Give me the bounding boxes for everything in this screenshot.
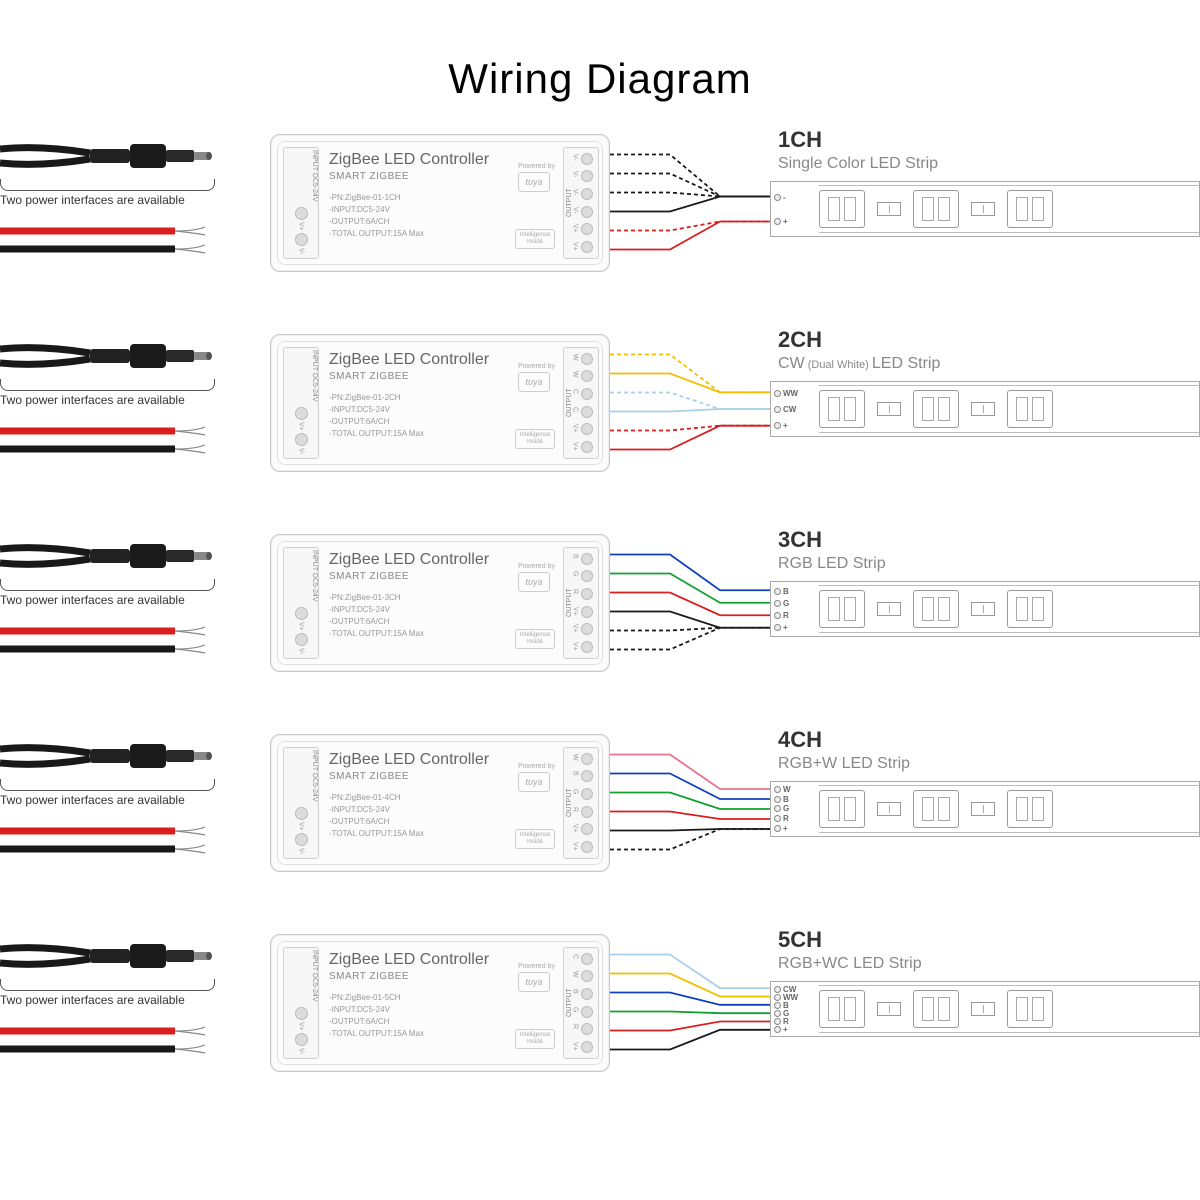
output-terminal: OUTPUT WBGRV+V+ [563, 747, 599, 859]
bracket [0, 779, 215, 791]
bracket [0, 379, 215, 391]
led-strip: 4CH RGB+W LED Strip WBGR+ [770, 733, 1200, 873]
tuya-badge: Powered bytuya [518, 963, 555, 992]
controller-title: ZigBee LED Controller [329, 151, 519, 169]
intelligence-badge: Intelligence Inside [515, 229, 555, 249]
tuya-badge: Powered bytuya [518, 763, 555, 792]
controller-subtitle: SMART ZIGBEE [329, 771, 519, 782]
bracket [0, 179, 215, 191]
barrel-jack [0, 341, 220, 371]
strip-body: BGR+ [770, 581, 1200, 637]
output-terminal: OUTPUT V-V-V-V-V+V+ [563, 147, 599, 259]
output-wires [610, 133, 770, 273]
led-strip: 5CH RGB+WC LED Strip CWWWBGR+ [770, 933, 1200, 1073]
power-label: Two power interfaces are available [0, 393, 185, 407]
output-wires [610, 733, 770, 873]
strip-subtitle: CW (Dual White) LED Strip [778, 355, 940, 373]
controller-subtitle: SMART ZIGBEE [329, 571, 519, 582]
strip-body: -+ [770, 181, 1200, 237]
input-terminal: INPUT DC5-24V V+ V- [283, 147, 319, 259]
strip-subtitle: Single Color LED Strip [778, 155, 938, 173]
controller-specs: -PN:ZigBee-01-4CH-INPUT:DC5-24V-OUTPUT:6… [329, 792, 519, 840]
controller: INPUT DC5-24V V+ V- ZigBee LED Controlle… [270, 534, 610, 672]
intelligence-badge: Intelligence Inside [515, 629, 555, 649]
strip-body: WWCW+ [770, 381, 1200, 437]
tuya-badge: Powered bytuya [518, 163, 555, 192]
input-terminal: INPUT DC5-24V V+ V- [283, 947, 319, 1059]
bare-wires [0, 425, 220, 465]
input-terminal: INPUT DC5-24V V+ V- [283, 347, 319, 459]
bare-wires [0, 225, 220, 265]
controller-subtitle: SMART ZIGBEE [329, 971, 519, 982]
barrel-jack [0, 541, 220, 571]
controller-specs: -PN:ZigBee-01-1CH-INPUT:DC5-24V-OUTPUT:6… [329, 192, 519, 240]
controller-specs: -PN:ZigBee-01-5CH-INPUT:DC5-24V-OUTPUT:6… [329, 992, 519, 1040]
power-label: Two power interfaces are available [0, 993, 185, 1007]
controller: INPUT DC5-24V V+ V- ZigBee LED Controlle… [270, 334, 610, 472]
controller-title: ZigBee LED Controller [329, 351, 519, 369]
strip-channel-title: 2CH [778, 327, 822, 353]
controller-title: ZigBee LED Controller [329, 951, 519, 969]
output-terminal: OUTPUT BGRV+V+V+ [563, 547, 599, 659]
input-terminal: INPUT DC5-24V V+ V- [283, 747, 319, 859]
controller-subtitle: SMART ZIGBEE [329, 171, 519, 182]
output-terminal: OUTPUT CWBGRV+ [563, 947, 599, 1059]
intelligence-badge: Intelligence Inside [515, 429, 555, 449]
diagram-row-2: Two power interfaces are available INPUT… [0, 333, 1200, 473]
strip-channel-title: 3CH [778, 527, 822, 553]
strip-channel-title: 5CH [778, 927, 822, 953]
controller-title: ZigBee LED Controller [329, 551, 519, 569]
controller: INPUT DC5-24V V+ V- ZigBee LED Controlle… [270, 734, 610, 872]
page-title: Wiring Diagram [0, 0, 1200, 133]
tuya-badge: Powered bytuya [518, 363, 555, 392]
strip-subtitle: RGB LED Strip [778, 555, 886, 573]
power-label: Two power interfaces are available [0, 193, 185, 207]
diagram-row-3: Two power interfaces are available INPUT… [0, 533, 1200, 673]
led-strip: 2CH CW (Dual White) LED Strip WWCW+ [770, 333, 1200, 473]
controller-title: ZigBee LED Controller [329, 751, 519, 769]
controller-specs: -PN:ZigBee-01-3CH-INPUT:DC5-24V-OUTPUT:6… [329, 592, 519, 640]
power-label: Two power interfaces are available [0, 593, 185, 607]
strip-subtitle: RGB+WC LED Strip [778, 955, 922, 973]
diagram-row-4: Two power interfaces are available INPUT… [0, 733, 1200, 873]
strip-channel-title: 1CH [778, 127, 822, 153]
bracket [0, 979, 215, 991]
output-terminal: OUTPUT WWCCV+V+ [563, 347, 599, 459]
tuya-badge: Powered bytuya [518, 563, 555, 592]
power-label: Two power interfaces are available [0, 793, 185, 807]
strip-body: CWWWBGR+ [770, 981, 1200, 1037]
barrel-jack [0, 941, 220, 971]
controller: INPUT DC5-24V V+ V- ZigBee LED Controlle… [270, 134, 610, 272]
diagram-row-5: Two power interfaces are available INPUT… [0, 933, 1200, 1073]
bracket [0, 579, 215, 591]
barrel-jack [0, 741, 220, 771]
output-wires [610, 533, 770, 673]
strip-channel-title: 4CH [778, 727, 822, 753]
barrel-jack [0, 141, 220, 171]
intelligence-badge: Intelligence Inside [515, 829, 555, 849]
output-wires [610, 933, 770, 1073]
strip-subtitle: RGB+W LED Strip [778, 755, 910, 773]
led-strip: 1CH Single Color LED Strip -+ [770, 133, 1200, 273]
bare-wires [0, 625, 220, 665]
intelligence-badge: Intelligence Inside [515, 1029, 555, 1049]
diagram-rows: Two power interfaces are available INPUT… [0, 133, 1200, 1073]
bare-wires [0, 1025, 220, 1065]
controller-subtitle: SMART ZIGBEE [329, 371, 519, 382]
bare-wires [0, 825, 220, 865]
output-wires [610, 333, 770, 473]
strip-body: WBGR+ [770, 781, 1200, 837]
led-strip: 3CH RGB LED Strip BGR+ [770, 533, 1200, 673]
controller: INPUT DC5-24V V+ V- ZigBee LED Controlle… [270, 934, 610, 1072]
input-terminal: INPUT DC5-24V V+ V- [283, 547, 319, 659]
diagram-row-1: Two power interfaces are available INPUT… [0, 133, 1200, 273]
controller-specs: -PN:ZigBee-01-2CH-INPUT:DC5-24V-OUTPUT:6… [329, 392, 519, 440]
